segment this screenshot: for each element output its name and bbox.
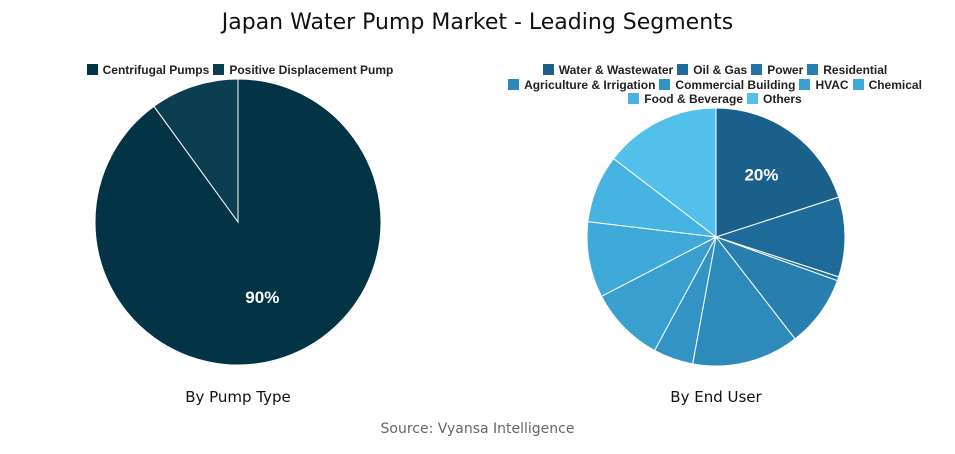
legend-item[interactable]: Commercial Building [659, 78, 795, 93]
legend-swatch [799, 78, 811, 90]
legend-label: Oil & Gas [693, 63, 748, 77]
data-label: 20% [744, 165, 778, 184]
legend-item[interactable]: Positive Displacement Pump [213, 63, 393, 78]
legend-swatch [747, 93, 758, 104]
pie-slice[interactable] [714, 196, 846, 278]
legend-item[interactable]: Water & Wastewater [542, 63, 674, 78]
legend-swatch [628, 93, 640, 104]
subtitle-pump-type: By Pump Type [185, 388, 291, 406]
legend-item[interactable]: Centrifugal Pumps [86, 63, 210, 78]
legend-pump-type: Centrifugal Pumps Positive Displacement P… [60, 63, 420, 78]
legend-item[interactable]: Food & Beverage [628, 92, 743, 107]
pie-slice[interactable] [612, 107, 717, 239]
pie-slice[interactable] [600, 235, 718, 352]
legend-swatch [751, 64, 763, 75]
legend-label: Commercial Building [675, 77, 796, 92]
pie-slice[interactable] [153, 78, 239, 224]
legend-swatch [807, 64, 819, 75]
legend-label: Positive Displacement Pump [229, 63, 394, 77]
chart-title: Japan Water Pump Market - Leading Segmen… [221, 10, 734, 35]
legend-item[interactable]: Oil & Gas [677, 63, 747, 78]
pie-slice[interactable] [715, 107, 840, 238]
legend-item[interactable]: Others [747, 92, 802, 107]
legend-label: HVAC [815, 77, 849, 92]
legend-item[interactable]: Chemical [852, 77, 922, 93]
legend-label: Residential [823, 63, 888, 77]
legend-swatch [542, 64, 554, 75]
source-note: Source: Vyansa Intelligence [380, 421, 575, 437]
pie-slice[interactable] [692, 235, 796, 367]
legend-item[interactable]: HVAC [799, 77, 849, 93]
legend-label: Food & Beverage [644, 92, 743, 106]
legend-label: Agriculture & Irrigation [524, 77, 656, 92]
subtitle-end-user: By End User [670, 388, 762, 406]
legend-swatch [852, 78, 864, 90]
legend-label: Water & Wastewater [558, 63, 674, 77]
legend-label: Power [767, 63, 804, 77]
legend-label: Chemical [868, 77, 922, 92]
legend-item[interactable]: Agriculture & Irrigation [508, 78, 655, 93]
legend-swatch [659, 78, 671, 90]
legend-swatch [86, 64, 98, 75]
legend-item[interactable]: Residential [807, 63, 887, 78]
legend-end-user: Water & Wastewater Oil & Gas Power Resident… [505, 63, 925, 107]
legend-swatch [213, 64, 225, 75]
legend-swatch [508, 78, 520, 90]
legend-swatch [677, 64, 689, 75]
legend-label: Centrifugal Pumps [102, 63, 210, 77]
legend-label: Others [763, 92, 802, 106]
legend-item[interactable]: Power [751, 63, 803, 78]
data-label: 90% [245, 288, 279, 307]
pie-slice[interactable] [586, 221, 718, 297]
